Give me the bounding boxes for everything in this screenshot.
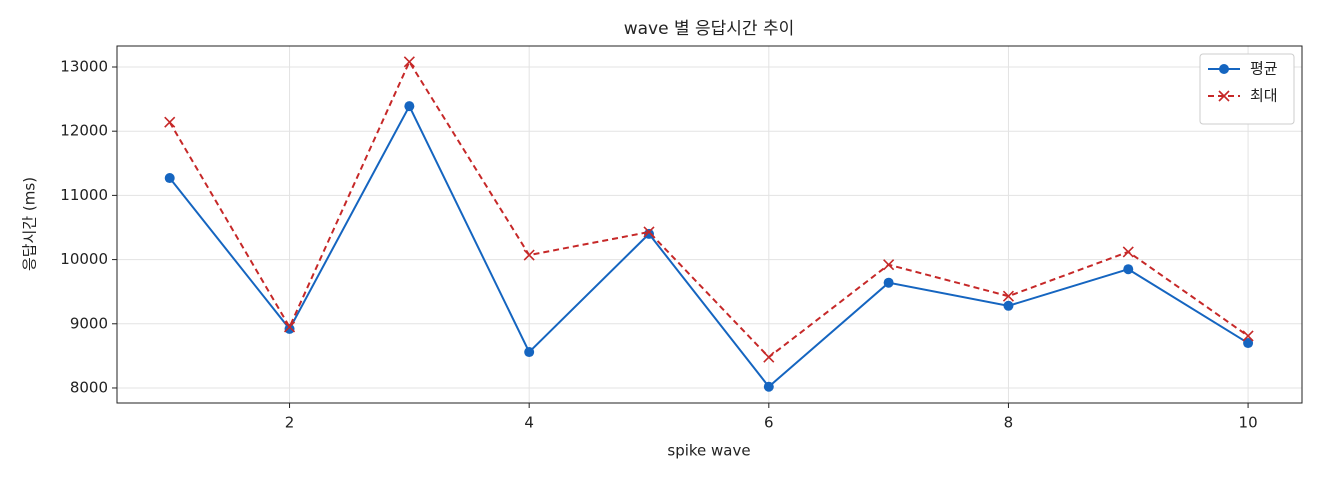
x-tick-label: 10	[1239, 414, 1258, 432]
marker	[1122, 246, 1134, 258]
y-tick-label: 8000	[70, 378, 108, 396]
y-tick-label: 12000	[60, 122, 108, 140]
marker	[164, 116, 176, 128]
chart-title: wave 별 응답시간 추이	[624, 19, 795, 39]
series-line	[168, 59, 1249, 359]
x-tick-label: 6	[764, 414, 774, 432]
y-axis-label: 응답시간 (ms)	[21, 177, 39, 271]
marker	[1219, 64, 1229, 74]
marker	[283, 321, 296, 333]
x-tick-label: 8	[1004, 414, 1014, 432]
marker	[524, 347, 535, 358]
marker	[883, 277, 894, 288]
marker	[164, 173, 175, 184]
legend-label: 평균	[1250, 60, 1278, 78]
x-axis-label: spike wave	[667, 442, 750, 460]
marker	[1243, 338, 1254, 349]
marker	[643, 226, 655, 238]
y-tick-label: 13000	[60, 57, 108, 75]
plot-frame	[116, 45, 1303, 404]
marker	[404, 101, 415, 112]
marker	[1242, 330, 1254, 342]
marker	[1003, 300, 1014, 311]
y-tick-label: 9000	[70, 314, 108, 332]
marker	[883, 259, 895, 271]
marker	[1123, 264, 1134, 275]
marker	[763, 381, 774, 392]
marker	[523, 249, 535, 261]
x-tick-label: 2	[285, 414, 295, 432]
marker	[403, 56, 415, 68]
marker	[284, 323, 295, 334]
legend-box	[1199, 53, 1295, 125]
x-tick-label: 4	[524, 414, 534, 432]
marker	[763, 351, 775, 363]
y-tick-label: 10000	[60, 250, 108, 268]
legend-label: 최대	[1250, 87, 1278, 105]
marker	[1218, 90, 1230, 102]
series-line	[168, 103, 1249, 389]
y-tick-label: 11000	[60, 186, 108, 204]
marker	[643, 228, 654, 239]
marker	[1002, 290, 1015, 302]
